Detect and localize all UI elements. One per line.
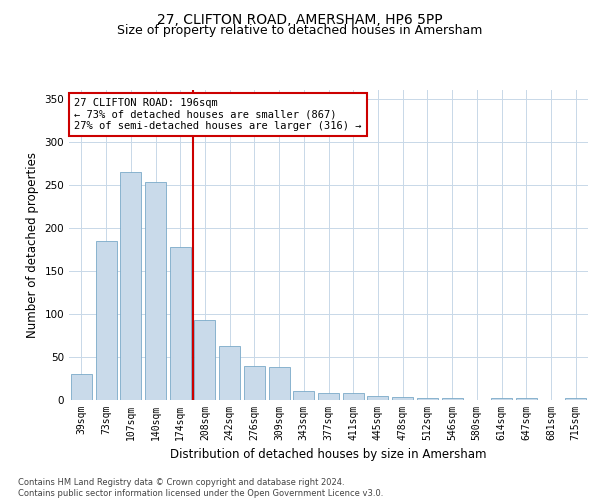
Bar <box>244 366 265 400</box>
Bar <box>170 246 191 400</box>
Bar <box>293 390 314 400</box>
Y-axis label: Number of detached properties: Number of detached properties <box>26 152 39 338</box>
Text: Size of property relative to detached houses in Amersham: Size of property relative to detached ho… <box>118 24 482 37</box>
Bar <box>219 346 240 400</box>
Text: 27 CLIFTON ROAD: 196sqm
← 73% of detached houses are smaller (867)
27% of semi-d: 27 CLIFTON ROAD: 196sqm ← 73% of detache… <box>74 98 362 131</box>
Bar <box>318 393 339 400</box>
Bar <box>565 398 586 400</box>
Bar <box>343 393 364 400</box>
Bar <box>392 398 413 400</box>
Bar <box>95 240 116 400</box>
Bar <box>71 374 92 400</box>
Bar <box>145 182 166 400</box>
Text: 27, CLIFTON ROAD, AMERSHAM, HP6 5PP: 27, CLIFTON ROAD, AMERSHAM, HP6 5PP <box>157 12 443 26</box>
Bar <box>491 398 512 400</box>
Bar <box>442 398 463 400</box>
Bar <box>120 172 141 400</box>
Text: Contains HM Land Registry data © Crown copyright and database right 2024.
Contai: Contains HM Land Registry data © Crown c… <box>18 478 383 498</box>
Bar <box>269 368 290 400</box>
X-axis label: Distribution of detached houses by size in Amersham: Distribution of detached houses by size … <box>170 448 487 462</box>
Bar <box>417 398 438 400</box>
Bar <box>367 396 388 400</box>
Bar <box>516 398 537 400</box>
Bar <box>194 320 215 400</box>
